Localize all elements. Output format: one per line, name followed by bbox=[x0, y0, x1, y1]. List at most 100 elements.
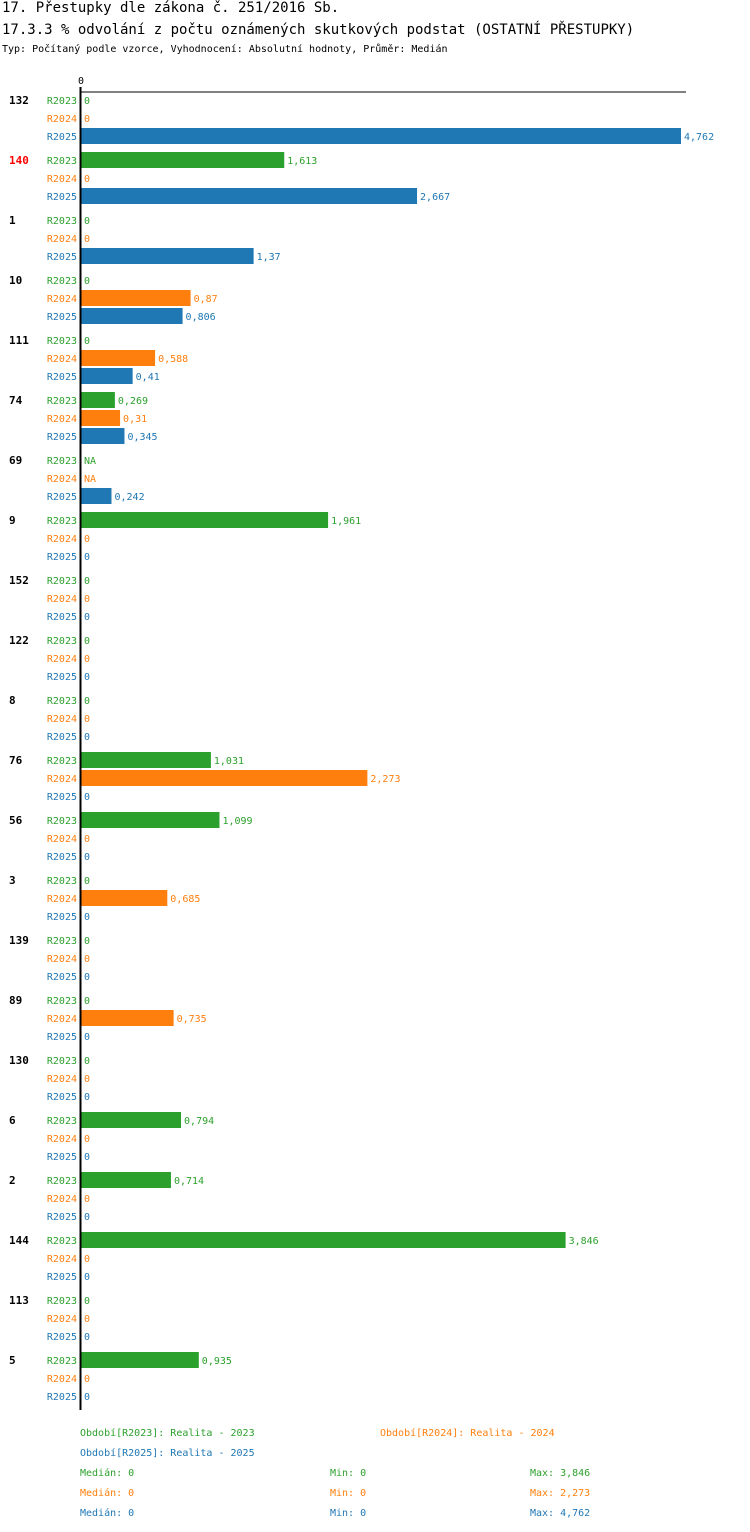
chart-title: 17. Přestupky dle zákona č. 251/2016 Sb. bbox=[2, 0, 340, 16]
series-label: R2025 bbox=[47, 312, 77, 323]
series-label: R2025 bbox=[47, 252, 77, 263]
series-label: R2024 bbox=[47, 1254, 77, 1265]
series-label: R2023 bbox=[47, 1056, 77, 1067]
value-label: 0 bbox=[84, 1194, 90, 1205]
series-label: R2025 bbox=[47, 1392, 77, 1403]
value-label: 0 bbox=[84, 1296, 90, 1307]
value-label: NA bbox=[84, 474, 96, 485]
series-label: R2024 bbox=[47, 714, 77, 725]
series-label: R2025 bbox=[47, 1272, 77, 1283]
series-label: R2023 bbox=[47, 276, 77, 287]
value-label: 0 bbox=[84, 534, 90, 545]
value-label: 0 bbox=[84, 1032, 90, 1043]
series-label: R2024 bbox=[47, 534, 77, 545]
series-label: R2023 bbox=[47, 936, 77, 947]
series-label: R2023 bbox=[47, 336, 77, 347]
series-label: R2025 bbox=[47, 732, 77, 743]
value-label: 0 bbox=[84, 1314, 90, 1325]
value-label: 0 bbox=[84, 1374, 90, 1385]
series-label: R2024 bbox=[47, 834, 77, 845]
category-label: 130 bbox=[9, 1054, 29, 1067]
series-label: R2025 bbox=[47, 1332, 77, 1343]
category-label: 140 bbox=[9, 154, 29, 167]
value-label: 1,031 bbox=[214, 756, 244, 767]
series-label: R2023 bbox=[47, 1176, 77, 1187]
value-label: 0 bbox=[84, 1332, 90, 1343]
value-label: 0 bbox=[84, 594, 90, 605]
series-label: R2024 bbox=[47, 894, 77, 905]
value-label: 1,613 bbox=[287, 156, 317, 167]
bar bbox=[81, 890, 168, 906]
value-label: 0 bbox=[84, 672, 90, 683]
value-label: 0,41 bbox=[136, 372, 160, 383]
bar bbox=[81, 752, 211, 768]
value-label: 0 bbox=[84, 336, 90, 347]
value-label: 0 bbox=[84, 216, 90, 227]
category-label: 113 bbox=[9, 1294, 29, 1307]
series-label: R2025 bbox=[47, 1032, 77, 1043]
series-label: R2025 bbox=[47, 492, 77, 503]
series-label: R2023 bbox=[47, 456, 77, 467]
series-label: R2024 bbox=[47, 1014, 77, 1025]
value-label: 0 bbox=[84, 276, 90, 287]
value-label: 0 bbox=[84, 996, 90, 1007]
series-label: R2024 bbox=[47, 654, 77, 665]
chart-subtitle: 17.3.3 % odvolání z počtu oznámených sku… bbox=[2, 22, 635, 38]
category-label: 3 bbox=[9, 874, 16, 887]
value-label: 0 bbox=[84, 954, 90, 965]
value-label: 0 bbox=[84, 876, 90, 887]
series-label: R2024 bbox=[47, 414, 77, 425]
value-label: 4,762 bbox=[684, 132, 714, 143]
value-label: 0 bbox=[84, 1392, 90, 1403]
bar bbox=[81, 308, 183, 324]
value-label: 0,806 bbox=[186, 312, 216, 323]
category-label: 69 bbox=[9, 454, 22, 467]
series-label: R2023 bbox=[47, 636, 77, 647]
series-label: R2023 bbox=[47, 96, 77, 107]
value-label: 1,37 bbox=[257, 252, 281, 263]
value-label: 1,099 bbox=[222, 816, 252, 827]
bar bbox=[81, 188, 418, 204]
value-label: 0 bbox=[84, 696, 90, 707]
value-label: 0,269 bbox=[118, 396, 148, 407]
bar bbox=[81, 1010, 174, 1026]
value-label: 0 bbox=[84, 576, 90, 587]
value-label: 0 bbox=[84, 114, 90, 125]
series-label: R2023 bbox=[47, 576, 77, 587]
value-label: 0 bbox=[84, 1212, 90, 1223]
value-label: 0 bbox=[84, 1074, 90, 1085]
value-label: 0 bbox=[84, 1092, 90, 1103]
series-label: R2025 bbox=[47, 972, 77, 983]
series-label: R2023 bbox=[47, 816, 77, 827]
value-label: 0 bbox=[84, 654, 90, 665]
series-label: R2024 bbox=[47, 954, 77, 965]
series-label: R2025 bbox=[47, 432, 77, 443]
bar bbox=[81, 128, 681, 144]
series-label: R2025 bbox=[47, 912, 77, 923]
x-tick-label: 0 bbox=[78, 76, 84, 87]
category-label: 139 bbox=[9, 934, 29, 947]
series-label: R2024 bbox=[47, 1134, 77, 1145]
series-label: R2023 bbox=[47, 1116, 77, 1127]
bar bbox=[81, 152, 285, 168]
category-label: 111 bbox=[9, 334, 29, 347]
value-label: 0 bbox=[84, 1152, 90, 1163]
series-label: R2025 bbox=[47, 852, 77, 863]
value-label: 0 bbox=[84, 732, 90, 743]
category-label: 56 bbox=[9, 814, 23, 827]
value-label: 0 bbox=[84, 792, 90, 803]
bar bbox=[81, 1232, 566, 1248]
category-label: 76 bbox=[9, 754, 23, 767]
series-label: R2024 bbox=[47, 1314, 77, 1325]
category-label: 132 bbox=[9, 94, 29, 107]
series-label: R2025 bbox=[47, 372, 77, 383]
value-label: 0 bbox=[84, 714, 90, 725]
series-label: R2023 bbox=[47, 696, 77, 707]
series-label: R2024 bbox=[47, 234, 77, 245]
category-label: 6 bbox=[9, 1114, 16, 1127]
bar bbox=[81, 812, 220, 828]
series-label: R2024 bbox=[47, 774, 77, 785]
series-label: R2025 bbox=[47, 672, 77, 683]
value-label: 0,87 bbox=[194, 294, 218, 305]
